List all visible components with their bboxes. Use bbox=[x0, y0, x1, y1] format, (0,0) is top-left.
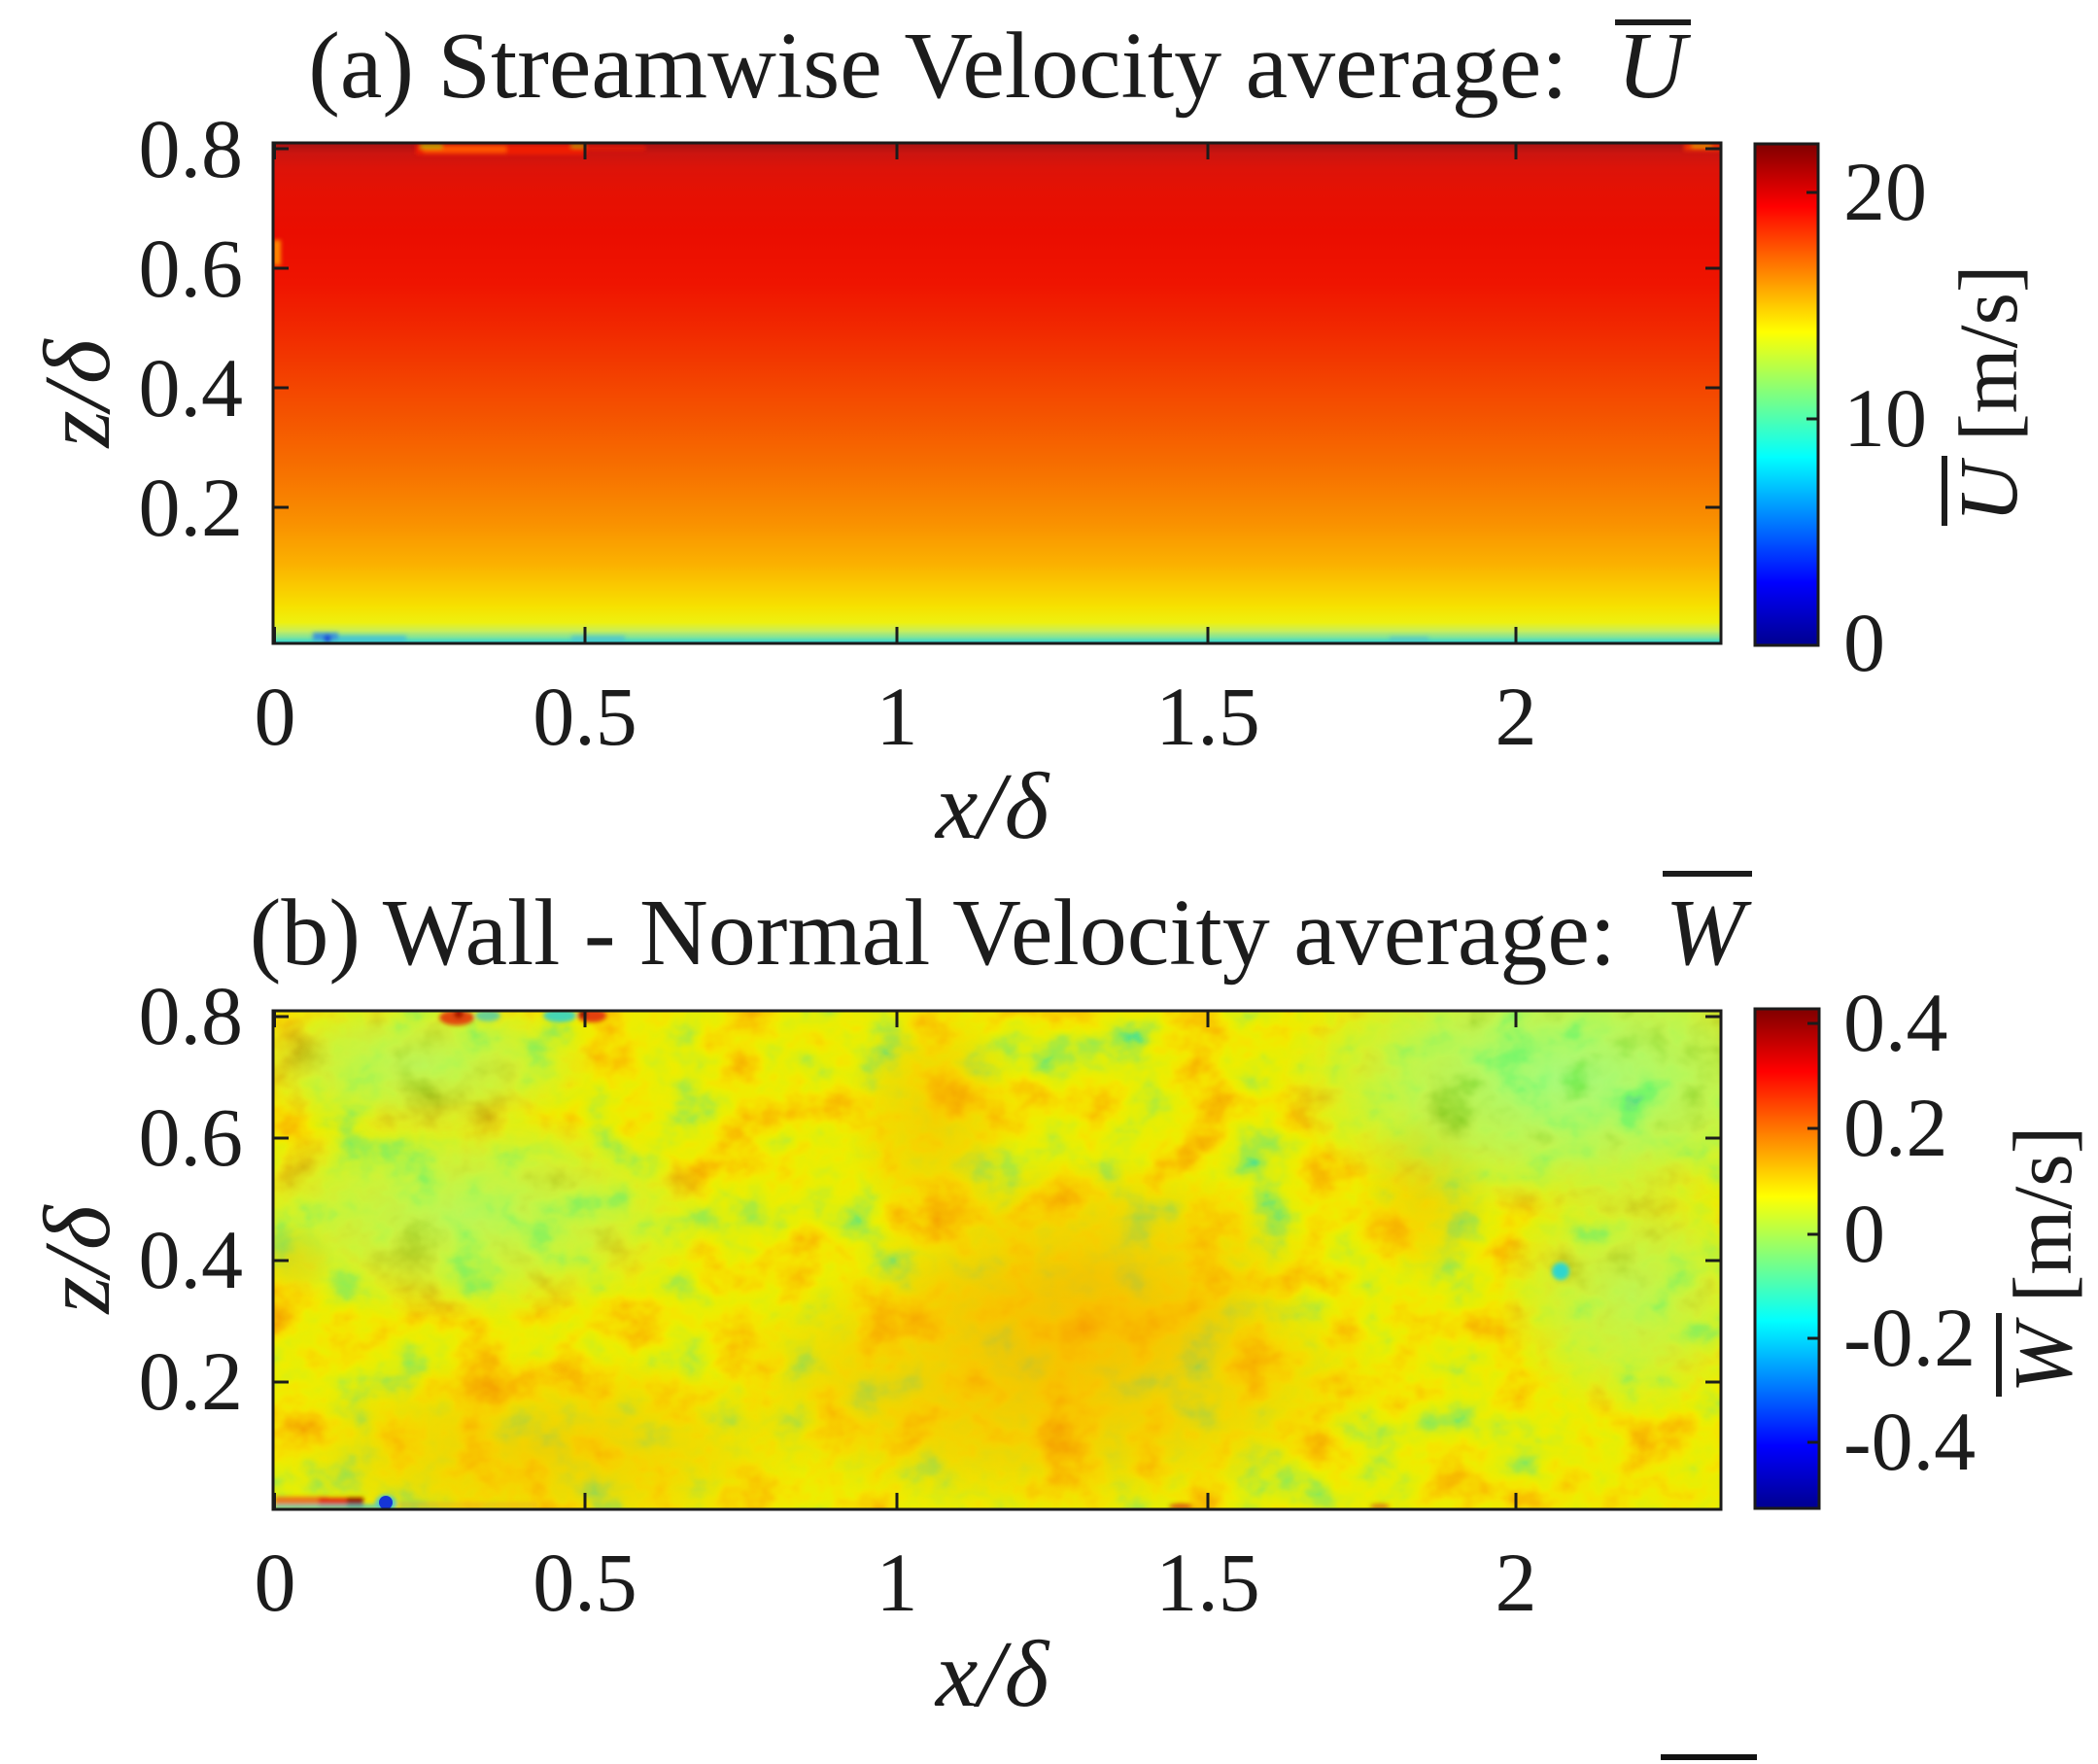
svg-text:1: 1 bbox=[877, 670, 918, 763]
svg-text:U [m/s]: U [m/s] bbox=[1942, 264, 2035, 522]
svg-text:0.2: 0.2 bbox=[139, 1334, 244, 1428]
svg-text:0: 0 bbox=[255, 1536, 296, 1629]
svg-text:0: 0 bbox=[255, 670, 296, 763]
svg-text:0.2: 0.2 bbox=[139, 461, 244, 554]
svg-text:x/δ: x/δ bbox=[934, 1622, 1050, 1727]
svg-text:W [m/s]: W [m/s] bbox=[1996, 1126, 2089, 1394]
svg-text:2: 2 bbox=[1496, 1536, 1537, 1629]
svg-text:2: 2 bbox=[1496, 670, 1537, 763]
svg-text:1.5: 1.5 bbox=[1155, 1536, 1260, 1629]
svg-text:1.5: 1.5 bbox=[1155, 670, 1260, 763]
svg-text:0: 0 bbox=[1843, 1187, 1885, 1280]
svg-text:(b) Wall - Normal Velocity ave: (b) Wall - Normal Velocity average: W bbox=[250, 881, 1753, 986]
svg-text:20: 20 bbox=[1843, 145, 1927, 238]
svg-text:0.4: 0.4 bbox=[139, 1213, 244, 1306]
svg-text:0.4: 0.4 bbox=[1843, 976, 1948, 1069]
svg-text:0.4: 0.4 bbox=[139, 341, 244, 434]
svg-text:1: 1 bbox=[877, 1536, 918, 1629]
svg-text:0.8: 0.8 bbox=[139, 102, 244, 195]
svg-text:-0.4: -0.4 bbox=[1843, 1395, 1976, 1488]
svg-text:z/δ: z/δ bbox=[25, 1204, 130, 1315]
svg-text:0.2: 0.2 bbox=[1843, 1081, 1948, 1174]
svg-text:z/δ: z/δ bbox=[25, 338, 130, 449]
svg-text:0.6: 0.6 bbox=[139, 222, 244, 315]
svg-text:0: 0 bbox=[1843, 596, 1885, 689]
svg-text:-0.2: -0.2 bbox=[1843, 1291, 1976, 1384]
svg-text:0.8: 0.8 bbox=[139, 969, 244, 1062]
svg-text:0.6: 0.6 bbox=[139, 1090, 244, 1184]
svg-text:x/δ: x/δ bbox=[934, 754, 1050, 859]
svg-text:10: 10 bbox=[1843, 371, 1927, 465]
svg-text:0.5: 0.5 bbox=[533, 1536, 637, 1629]
svg-text:(a) Streamwise Velocity averag: (a) Streamwise Velocity average: U bbox=[308, 14, 1692, 119]
svg-text:0.5: 0.5 bbox=[533, 670, 637, 763]
